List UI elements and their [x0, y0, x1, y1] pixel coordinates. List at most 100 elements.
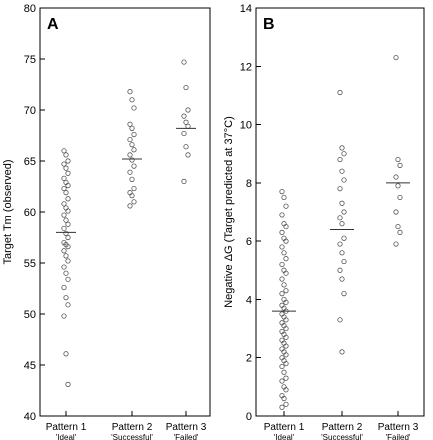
data-point — [185, 107, 191, 113]
data-point — [339, 250, 345, 256]
y-tick-label: 75 — [24, 54, 36, 66]
data-point — [395, 156, 401, 163]
data-point — [279, 290, 285, 297]
data-point — [185, 152, 191, 158]
data-point — [397, 162, 403, 168]
data-point — [181, 113, 187, 119]
data-point — [339, 349, 345, 355]
data-point — [283, 375, 289, 381]
x-category-sublabel: 'Failed' — [386, 433, 411, 440]
data-point — [65, 244, 71, 250]
data-point — [181, 130, 187, 137]
data-point — [65, 276, 71, 282]
x-category-sublabel: 'Successful' — [321, 433, 363, 440]
data-point — [61, 185, 67, 192]
data-point — [341, 209, 347, 215]
data-point — [341, 235, 347, 241]
data-point — [61, 148, 67, 154]
data-point — [283, 203, 289, 209]
data-point — [281, 194, 287, 201]
x-category-sublabel: 'Ideal' — [56, 433, 77, 440]
data-point — [129, 97, 135, 103]
x-category-label: Pattern 3 — [166, 422, 207, 433]
data-point — [283, 238, 289, 244]
x-category-sublabel: 'Ideal' — [274, 433, 295, 440]
data-point — [283, 270, 289, 276]
data-point — [65, 258, 71, 264]
x-category-label: Pattern 1 — [264, 422, 305, 433]
data-point — [129, 176, 135, 182]
data-point — [61, 225, 67, 231]
data-point — [127, 152, 133, 158]
x-category-label: Pattern 1 — [46, 422, 87, 433]
data-point — [129, 142, 135, 148]
data-point — [279, 261, 285, 268]
data-point — [279, 276, 285, 282]
data-point — [63, 295, 69, 301]
data-point — [63, 217, 69, 223]
data-point — [65, 182, 71, 189]
x-category-sublabel: 'Failed' — [174, 433, 199, 440]
data-point — [129, 157, 135, 163]
data-point — [279, 189, 285, 195]
y-tick-label: 65 — [24, 156, 36, 168]
data-point — [283, 317, 289, 323]
data-point — [397, 194, 403, 201]
data-point — [283, 299, 289, 305]
data-point — [283, 288, 289, 294]
data-point — [341, 151, 347, 157]
data-point — [129, 125, 135, 131]
data-point — [65, 302, 71, 308]
plot-frame-b — [255, 7, 425, 417]
data-point — [283, 256, 289, 262]
y-axis-label: Negative ΔG (Target predicted at 37°C) — [223, 116, 235, 308]
data-point — [65, 208, 71, 214]
data-point — [63, 351, 69, 357]
data-point — [339, 221, 345, 227]
data-point — [65, 381, 71, 387]
plot-frame-a — [39, 7, 211, 417]
data-point — [337, 317, 343, 323]
data-point — [279, 244, 285, 250]
data-point — [61, 248, 67, 254]
y-tick-label: 8 — [246, 178, 252, 190]
data-point — [395, 223, 401, 230]
data-point — [393, 241, 399, 247]
data-point — [127, 121, 133, 127]
data-point — [339, 168, 345, 174]
x-category-sublabel: 'Successful' — [111, 433, 153, 440]
y-tick-label: 45 — [24, 360, 36, 372]
y-tick-label: 70 — [24, 105, 36, 117]
data-point — [65, 170, 71, 176]
y-tick-label: 40 — [24, 411, 36, 423]
data-point — [65, 234, 71, 241]
data-point — [341, 258, 347, 265]
data-point — [131, 131, 137, 138]
data-point — [281, 250, 287, 256]
data-point — [131, 163, 137, 169]
y-tick-label: 80 — [24, 3, 36, 15]
y-tick-label: 55 — [24, 258, 36, 270]
data-point — [341, 290, 347, 297]
data-point — [337, 215, 343, 221]
panel-label: B — [263, 16, 275, 33]
data-point — [127, 136, 133, 143]
data-point — [395, 183, 401, 189]
data-point — [337, 186, 343, 192]
data-point — [339, 145, 345, 151]
y-tick-label: 6 — [246, 236, 252, 248]
x-category-label: Pattern 2 — [112, 422, 153, 433]
x-category-label: Pattern 2 — [322, 422, 363, 433]
data-point — [183, 119, 189, 125]
data-point — [281, 395, 287, 402]
data-point — [183, 144, 189, 150]
data-point — [393, 209, 399, 215]
data-point — [127, 203, 133, 209]
data-point — [131, 185, 137, 192]
data-point — [127, 89, 133, 95]
data-point — [279, 378, 285, 384]
data-point — [283, 325, 289, 332]
data-point — [65, 158, 71, 164]
data-point — [283, 360, 289, 367]
data-point — [279, 363, 285, 370]
